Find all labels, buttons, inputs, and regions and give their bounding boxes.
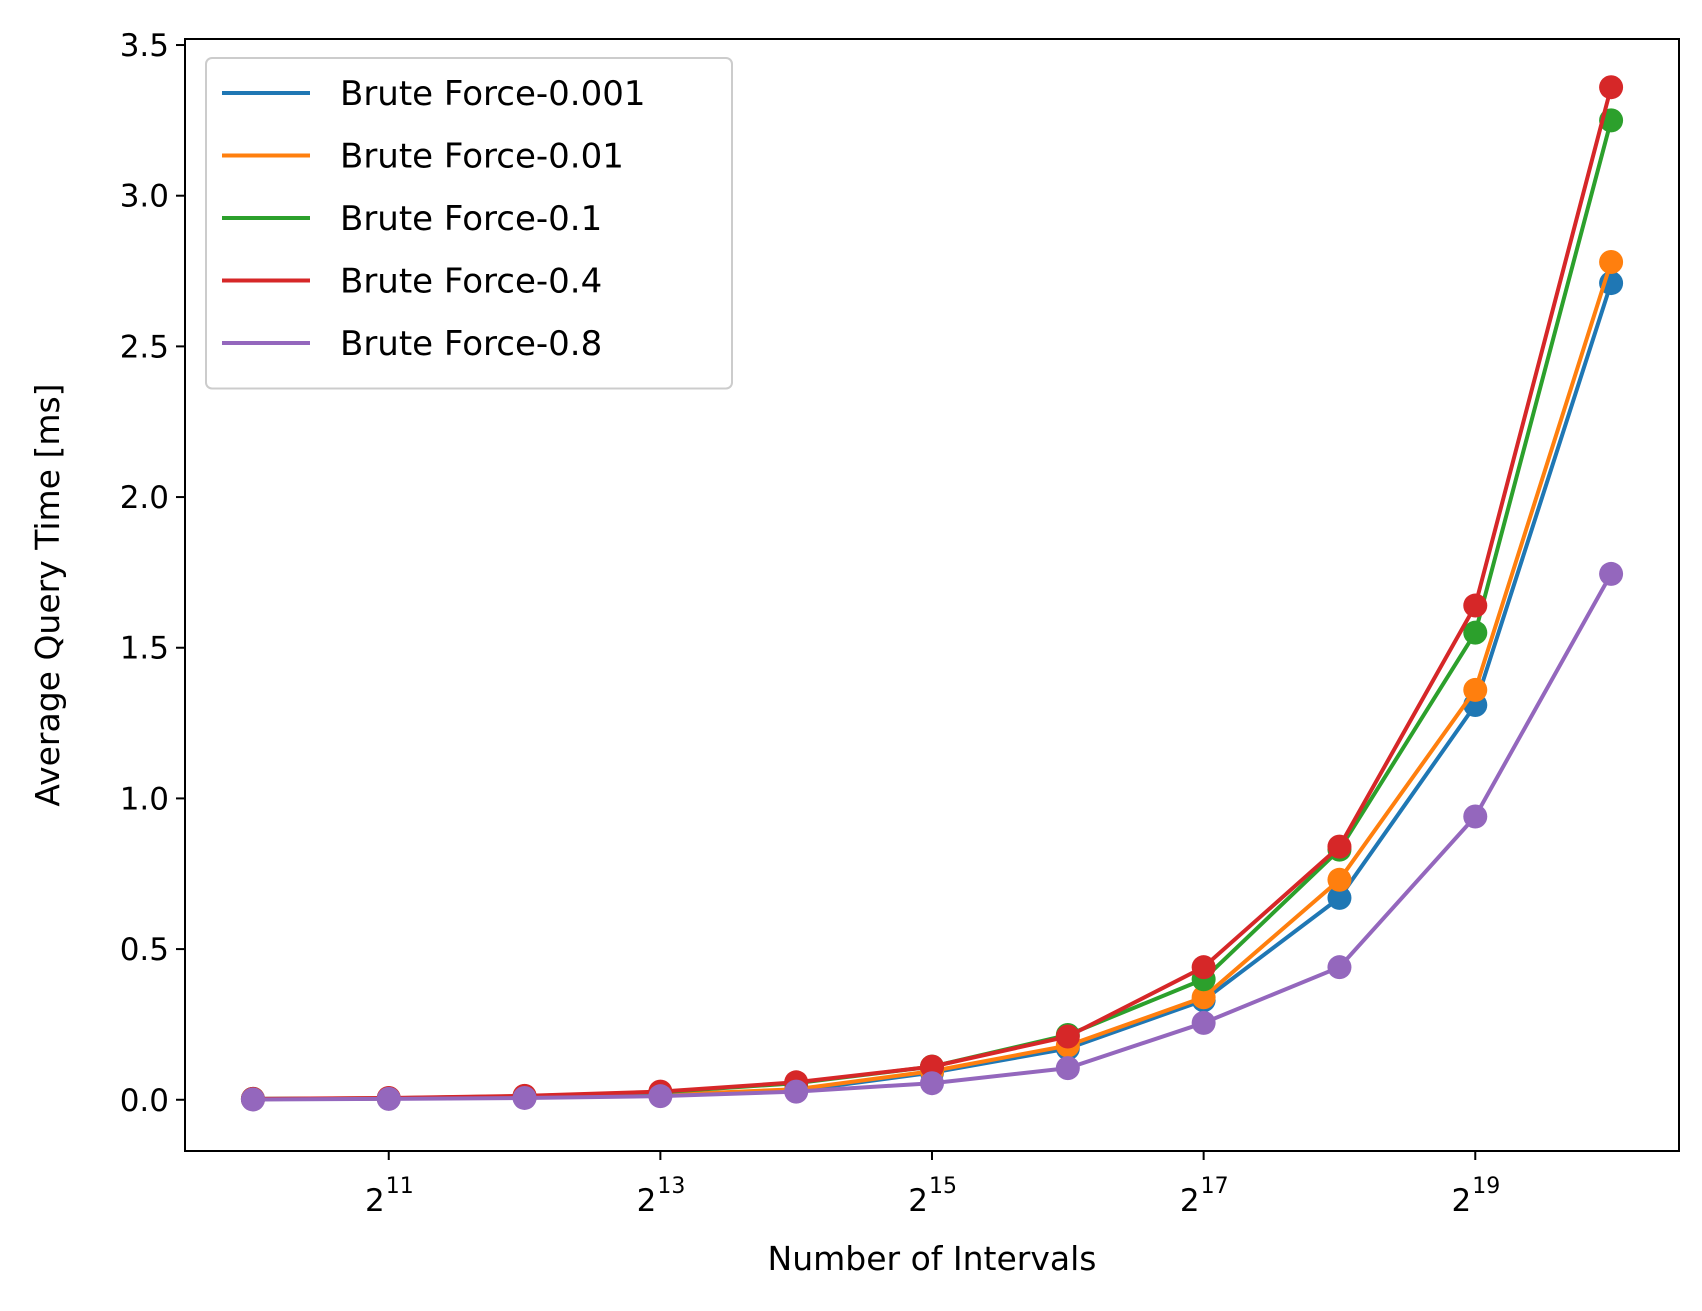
legend-item: Brute Force-0.4 (222, 262, 602, 302)
x-tick-base: 2 (908, 1183, 928, 1219)
legend-item: Brute Force-0.01 (222, 137, 624, 177)
legend-label: Brute Force-0.1 (340, 199, 602, 239)
x-tick-base: 2 (365, 1183, 385, 1219)
data-point (1327, 885, 1352, 910)
legend-label: Brute Force-0.001 (340, 74, 646, 114)
data-point (1191, 955, 1216, 980)
data-point (1327, 867, 1352, 892)
x-tick-exponent: 17 (1201, 1174, 1229, 1199)
x-tick-exponent: 13 (657, 1174, 685, 1199)
legend-label: Brute Force-0.4 (340, 262, 602, 302)
y-tick-label: 2.0 (120, 480, 169, 516)
data-point (784, 1079, 809, 1104)
legend-item: Brute Force-0.1 (222, 199, 602, 239)
y-tick-label: 0.0 (120, 1083, 169, 1119)
y-tick-label: 3.0 (120, 179, 169, 215)
data-point (1327, 834, 1352, 859)
legend: Brute Force-0.001 Brute Force-0.01 Brute F… (205, 57, 733, 390)
data-point (376, 1086, 401, 1111)
data-point (1599, 561, 1624, 586)
x-tick-label: 2 19 (1452, 1174, 1501, 1219)
data-point (648, 1084, 673, 1109)
legend-label: Brute Force-0.8 (340, 324, 602, 364)
x-axis-label: Number of Intervals (768, 1239, 1097, 1278)
legend-item: Brute Force-0.001 (222, 74, 646, 114)
y-tick-label: 2.5 (120, 329, 169, 365)
data-point (1055, 1024, 1080, 1049)
x-tick-base: 2 (637, 1183, 657, 1219)
data-point (1463, 593, 1488, 618)
data-point (1599, 75, 1624, 100)
y-tick-label: 0.5 (120, 932, 169, 968)
x-tick-exponent: 15 (929, 1174, 957, 1199)
data-point (1327, 955, 1352, 980)
x-axis: 2 11 2 13 2 15 2 17 2 19 (365, 1151, 1500, 1219)
x-tick-label: 2 17 (1180, 1174, 1229, 1219)
data-point (1463, 620, 1488, 645)
data-point (1463, 804, 1488, 829)
data-point (240, 1087, 265, 1112)
series-layer (240, 75, 1624, 1112)
data-point (1055, 1056, 1080, 1081)
y-axis: 0.0 0.5 1.0 1.5 2.0 2.5 3.0 3.5 (120, 28, 185, 1119)
data-point (512, 1085, 537, 1110)
x-tick-base: 2 (1180, 1183, 1200, 1219)
series-group (240, 561, 1624, 1112)
data-point (920, 1054, 945, 1079)
data-point (1599, 250, 1624, 275)
data-point (1191, 1010, 1216, 1035)
data-point (1463, 677, 1488, 702)
legend-box (205, 57, 733, 390)
x-tick-label: 2 11 (365, 1174, 414, 1219)
y-tick-label: 1.0 (120, 781, 169, 817)
data-point (1191, 985, 1216, 1010)
y-tick-label: 1.5 (120, 631, 169, 667)
y-axis-label: Average Query Time [ms] (28, 383, 67, 806)
x-tick-exponent: 11 (386, 1174, 414, 1199)
x-tick-base: 2 (1452, 1183, 1472, 1219)
y-tick-label: 3.5 (120, 28, 169, 64)
x-tick-label: 2 15 (908, 1174, 957, 1219)
data-point (920, 1071, 945, 1096)
legend-label: Brute Force-0.01 (340, 137, 624, 177)
legend-item: Brute Force-0.8 (222, 324, 602, 364)
x-tick-exponent: 19 (1472, 1174, 1500, 1199)
x-tick-label: 2 13 (637, 1174, 686, 1219)
